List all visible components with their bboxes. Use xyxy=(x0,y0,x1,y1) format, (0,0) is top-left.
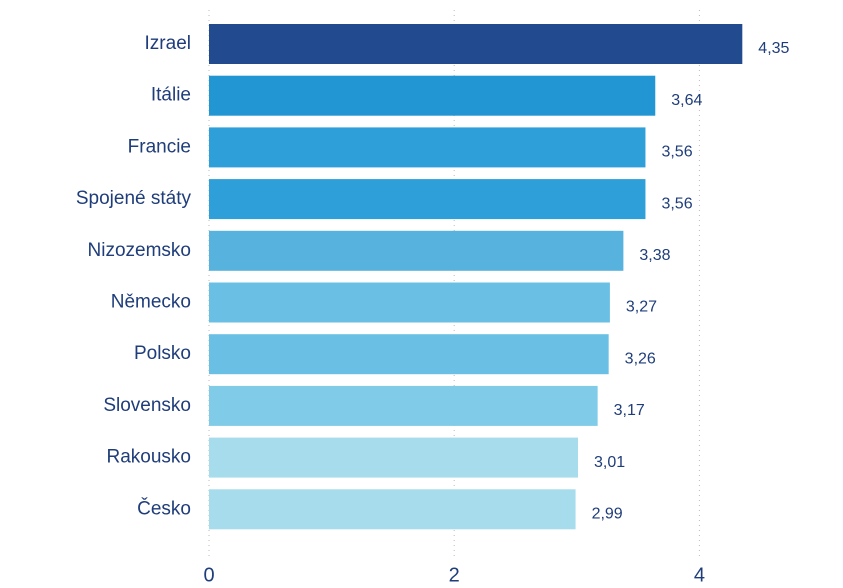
value-label: 3,17 xyxy=(614,402,645,419)
value-label: 3,64 xyxy=(671,92,702,109)
bar xyxy=(209,489,576,530)
x-tick-label: 2 xyxy=(449,564,460,586)
bar xyxy=(209,75,656,116)
y-tick-label: Izrael xyxy=(145,33,191,54)
value-label: 2,99 xyxy=(592,506,623,523)
bar xyxy=(209,282,610,323)
y-tick-label: Německo xyxy=(111,292,191,313)
y-tick-label: Česko xyxy=(137,497,191,519)
y-tick-label: Spojené státy xyxy=(76,188,192,209)
bar xyxy=(209,334,609,375)
y-tick-label: Itálie xyxy=(151,85,191,106)
value-label: 4,35 xyxy=(758,40,789,57)
bar xyxy=(209,385,598,426)
bar xyxy=(209,230,624,271)
x-tick-label: 0 xyxy=(203,564,214,586)
value-label: 3,56 xyxy=(661,144,692,161)
y-tick-label: Polsko xyxy=(134,343,191,364)
y-tick-label: Francie xyxy=(128,136,191,157)
x-tick-label: 4 xyxy=(694,564,705,586)
value-label: 3,26 xyxy=(625,350,656,367)
bar xyxy=(209,24,743,64)
bar xyxy=(209,179,646,220)
value-label: 3,27 xyxy=(626,299,657,316)
value-label: 3,56 xyxy=(661,195,692,212)
bar xyxy=(209,127,646,168)
y-tick-label: Nizozemsko xyxy=(88,240,191,261)
y-tick-label: Slovensko xyxy=(103,395,191,416)
value-label: 3,01 xyxy=(594,454,625,471)
y-tick-label: Rakousko xyxy=(107,447,192,468)
value-label: 3,38 xyxy=(639,247,670,264)
bar xyxy=(209,437,579,478)
